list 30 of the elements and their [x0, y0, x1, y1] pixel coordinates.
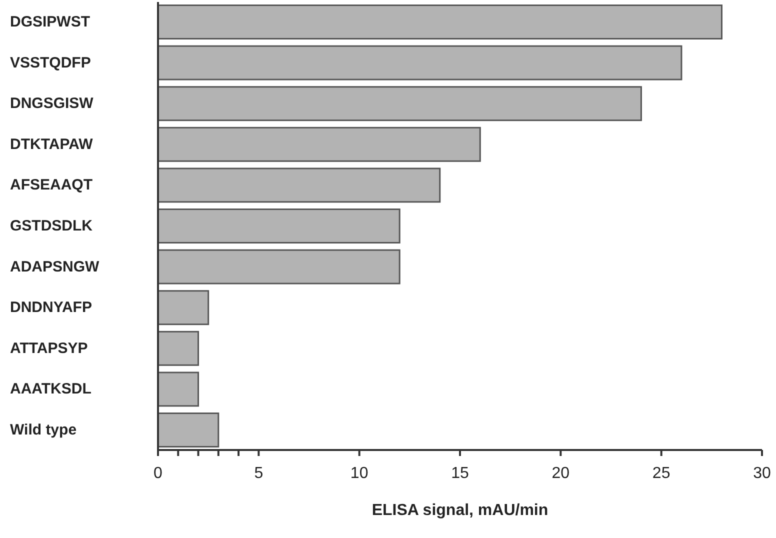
y-tick-label: DTKTAPAW	[10, 136, 94, 153]
x-tick-label: 30	[753, 465, 771, 482]
x-tick-label: 0	[154, 465, 163, 482]
y-tick-label: ATTAPSYP	[10, 340, 88, 357]
bar	[157, 126, 481, 162]
bar	[157, 45, 682, 80]
y-tick-label: Wild type	[10, 422, 77, 439]
bar	[157, 168, 441, 203]
y-tick-label: VSSTQDFP	[10, 54, 91, 72]
x-tick-label: 10	[350, 465, 368, 482]
bar	[157, 208, 400, 244]
bar	[157, 412, 220, 448]
y-tick-label: DGSIPWST	[10, 13, 90, 30]
y-tick-label: AAATKSDL	[10, 380, 92, 398]
y-tick-label: ADAPSNGW	[10, 258, 100, 276]
bar	[157, 4, 722, 40]
y-tick-label: GSTDSDLK	[10, 218, 93, 234]
y-tick-label: AFSEAAQT	[10, 176, 92, 194]
x-tick-label: 15	[451, 465, 469, 482]
bar	[157, 86, 642, 122]
x-axis-title: ELISA signal, mAU/min	[372, 502, 548, 519]
bar	[157, 372, 200, 407]
x-tick-label: 20	[552, 465, 570, 482]
bar	[157, 330, 200, 366]
y-tick-label: DNGSGISW	[10, 95, 94, 112]
x-tick-label: 5	[254, 465, 264, 482]
y-tick-label: DNDNYAFP	[10, 299, 92, 316]
bar	[157, 249, 400, 284]
x-tick-label: 25	[652, 465, 670, 482]
bar	[157, 290, 210, 326]
